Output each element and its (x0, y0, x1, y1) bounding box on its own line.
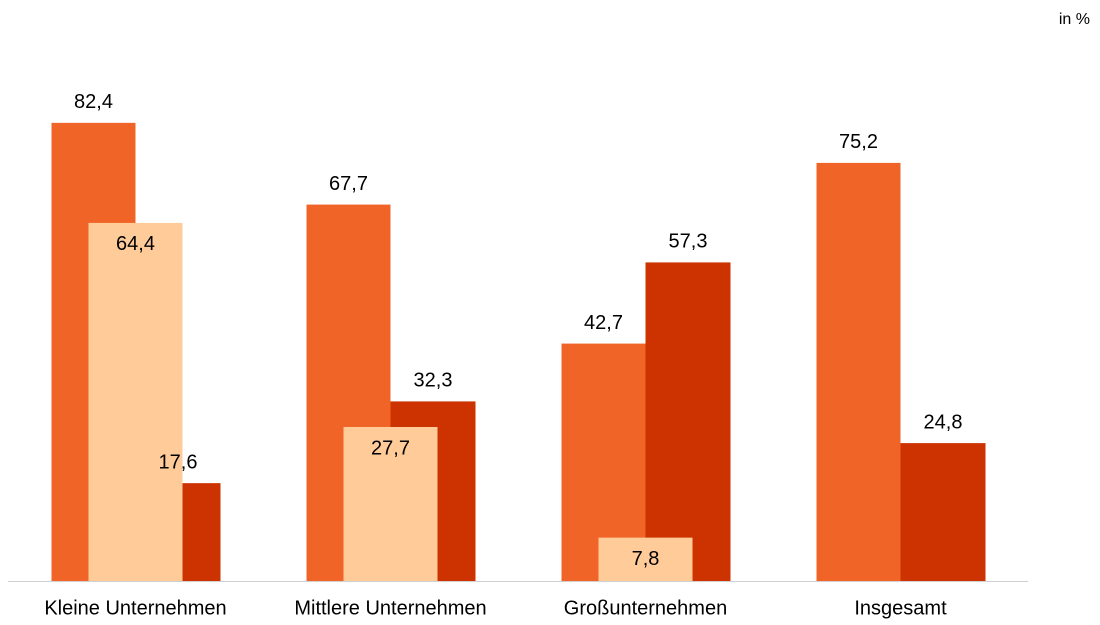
value-label: 7,8 (632, 548, 660, 570)
x-tick-label: Großunternehmen (564, 597, 727, 619)
x-tick-label: Insgesamt (854, 597, 947, 619)
x-tick-label: Mittlere Unternehmen (294, 597, 486, 619)
bar (598, 537, 693, 581)
value-label: 64,4 (116, 233, 155, 255)
bar (900, 443, 986, 581)
bar (88, 222, 183, 581)
value-label: 32,3 (414, 370, 453, 392)
bar (816, 162, 901, 581)
x-tick-label: Kleine Unternehmen (44, 597, 226, 619)
value-label: 67,7 (329, 173, 368, 195)
value-label: 57,3 (669, 231, 708, 253)
value-label: 27,7 (371, 437, 410, 459)
value-label: 82,4 (74, 91, 113, 113)
unit-label: in % (1059, 11, 1090, 28)
bar (343, 426, 438, 581)
value-label: 42,7 (584, 312, 623, 334)
value-label: 75,2 (839, 131, 878, 153)
bar (645, 262, 731, 581)
value-label: 24,8 (924, 411, 963, 433)
value-label: 17,6 (159, 451, 198, 473)
